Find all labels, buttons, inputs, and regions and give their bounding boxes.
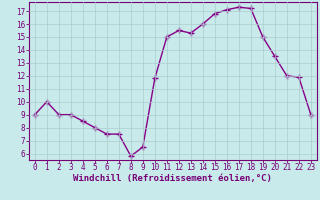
X-axis label: Windchill (Refroidissement éolien,°C): Windchill (Refroidissement éolien,°C) [73, 174, 272, 183]
